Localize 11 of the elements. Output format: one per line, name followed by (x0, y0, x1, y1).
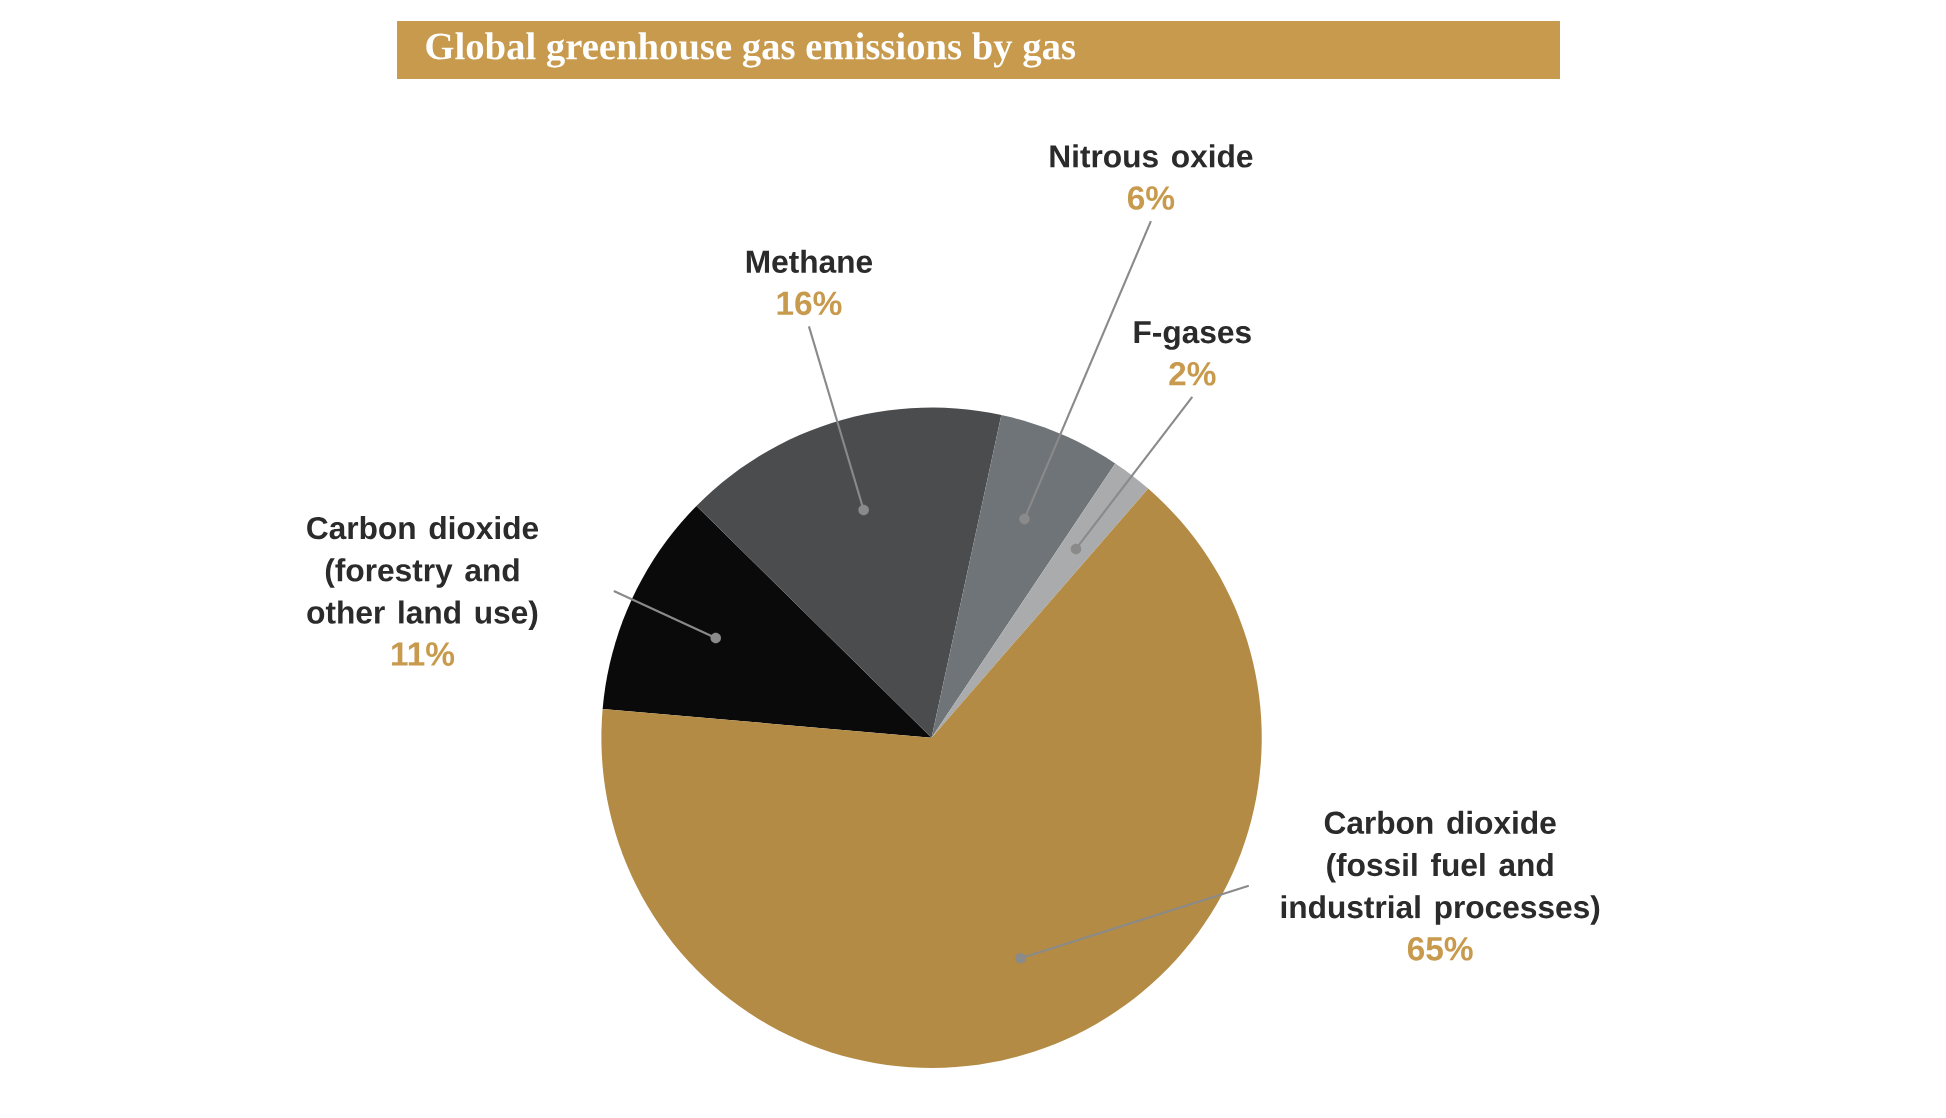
slice-label: Methane (746, 249, 873, 273)
slice-label: F-gases (1134, 321, 1251, 350)
chart-title: Global greenhouse gas emissions by gas (426, 32, 1076, 68)
data-label: 11% (392, 642, 455, 666)
slice-label: Nitrous oxide (1050, 144, 1253, 168)
slice-label: Carbon dioxide (fossil fuel and industrial processes) (1281, 810, 1600, 925)
slice-label: Carbon dioxide (forestry and other land use) (307, 516, 539, 630)
data-label: 6% (1127, 186, 1175, 210)
data-label: 16% (777, 291, 842, 316)
data-label: 65% (1407, 936, 1473, 961)
data-label: 2% (1169, 361, 1216, 386)
